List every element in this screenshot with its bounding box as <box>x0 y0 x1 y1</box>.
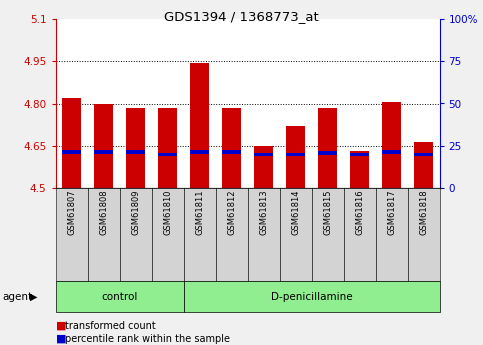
Bar <box>318 108 337 188</box>
Bar <box>190 63 209 188</box>
Bar <box>318 151 337 155</box>
Bar <box>222 108 241 188</box>
Text: GSM61812: GSM61812 <box>227 190 236 235</box>
Bar <box>382 150 401 154</box>
Bar <box>382 102 401 188</box>
Text: GSM61818: GSM61818 <box>419 190 428 235</box>
Text: GSM61808: GSM61808 <box>99 190 108 235</box>
Bar <box>414 152 433 157</box>
Text: GSM61813: GSM61813 <box>259 190 268 235</box>
Bar <box>158 108 177 188</box>
Bar <box>414 141 433 188</box>
Bar <box>62 150 81 154</box>
Text: D-penicillamine: D-penicillamine <box>271 292 352 302</box>
Text: GSM61807: GSM61807 <box>67 190 76 235</box>
Text: GSM61810: GSM61810 <box>163 190 172 235</box>
Text: agent: agent <box>2 292 32 302</box>
Bar <box>190 150 209 154</box>
Text: GSM61811: GSM61811 <box>195 190 204 235</box>
Bar <box>94 104 113 188</box>
Bar <box>350 151 369 188</box>
Text: ■: ■ <box>56 321 66 331</box>
Text: GSM61817: GSM61817 <box>387 190 396 235</box>
Text: GSM61809: GSM61809 <box>131 190 140 235</box>
Text: ■: ■ <box>56 334 66 344</box>
Bar <box>62 98 81 188</box>
Bar <box>126 150 145 154</box>
Bar <box>254 152 273 157</box>
Bar <box>254 146 273 188</box>
Text: GSM61814: GSM61814 <box>291 190 300 235</box>
Text: control: control <box>101 292 138 302</box>
Bar <box>286 152 305 157</box>
Text: GDS1394 / 1368773_at: GDS1394 / 1368773_at <box>164 10 319 23</box>
Text: GSM61816: GSM61816 <box>355 190 364 235</box>
Bar <box>126 108 145 188</box>
Text: percentile rank within the sample: percentile rank within the sample <box>65 334 230 344</box>
Text: GSM61815: GSM61815 <box>323 190 332 235</box>
Bar <box>286 126 305 188</box>
Text: transformed count: transformed count <box>65 321 156 331</box>
Bar <box>350 152 369 157</box>
Bar <box>222 150 241 154</box>
Bar <box>158 152 177 157</box>
Text: ▶: ▶ <box>30 292 38 302</box>
Bar <box>94 150 113 154</box>
